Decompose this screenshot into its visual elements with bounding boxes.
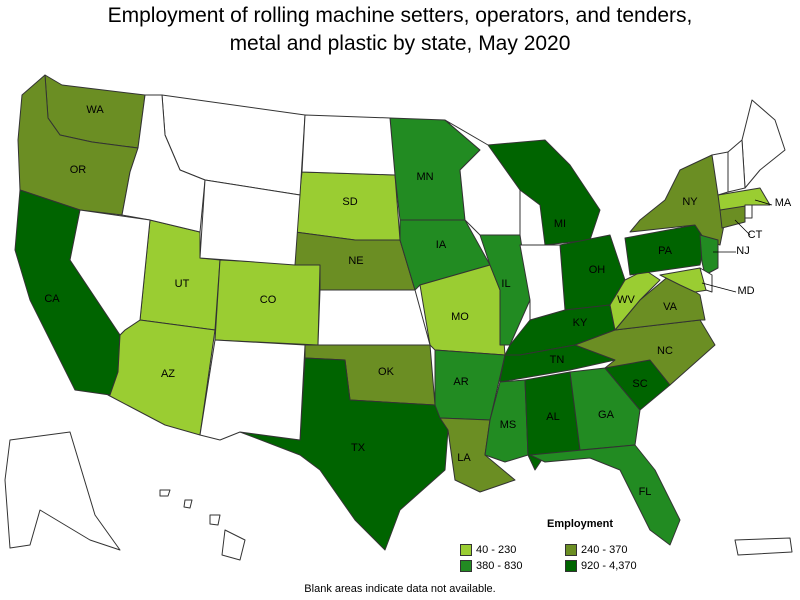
- state-fl[interactable]: [529, 444, 681, 546]
- state-label-co: CO: [260, 294, 277, 306]
- legend-label-bin-1: 40 - 230: [476, 544, 517, 556]
- state-wy[interactable]: [199, 179, 301, 266]
- state-label-mn: MN: [416, 171, 433, 183]
- state-ks[interactable]: [317, 289, 431, 346]
- state-label-pa: PA: [658, 245, 673, 257]
- state-label-mo: MO: [451, 311, 469, 323]
- state-label-ut: UT: [175, 278, 190, 290]
- state-hi[interactable]: [159, 489, 246, 561]
- state-label-ca: CA: [44, 293, 60, 305]
- state-label-tx: TX: [351, 442, 366, 454]
- leader-line-4: [754, 199, 773, 206]
- state-label-ny: NY: [682, 196, 698, 208]
- state-ma[interactable]: [717, 187, 771, 211]
- state-ak[interactable]: [4, 431, 121, 551]
- state-label-or: OR: [70, 164, 87, 176]
- state-nm[interactable]: [199, 339, 306, 441]
- state-label-la: LA: [457, 452, 471, 464]
- state-label-ne: NE: [348, 255, 363, 267]
- state-ga[interactable]: [569, 367, 641, 451]
- legend-title: Employment: [546, 518, 613, 530]
- state-label-ga: GA: [598, 409, 615, 421]
- state-nj[interactable]: [699, 234, 719, 276]
- state-in[interactable]: [519, 244, 566, 321]
- state-label-va: VA: [663, 301, 678, 313]
- state-de[interactable]: [699, 267, 713, 293]
- map-title-line-1: Employment of rolling machine setters, o…: [107, 4, 693, 27]
- state-label-sc: SC: [632, 378, 647, 390]
- state-label-nc: NC: [657, 345, 673, 357]
- state-label-ma: MA: [775, 197, 792, 209]
- state-label-il: IL: [501, 278, 510, 290]
- state-ri[interactable]: [744, 204, 753, 219]
- state-label-az: AZ: [161, 368, 175, 380]
- state-wi[interactable]: [444, 119, 521, 236]
- legend-swatch-bin-3: [460, 560, 472, 572]
- state-label-md: MD: [737, 285, 754, 297]
- state-me[interactable]: [741, 99, 786, 189]
- legend-swatch-bin-4: [565, 560, 577, 572]
- us-state-map: WA OR CA UT AZ CO SD NE OK TX MN IA MO AR LA IL MI OH KY TN…: [4, 74, 793, 561]
- legend-label-bin-2: 240 - 370: [581, 544, 628, 556]
- map-title: Employment of rolling machine setters, o…: [0, 2, 800, 58]
- legend-item-bin-2: 240 - 370: [565, 544, 670, 556]
- legend-label-bin-3: 380 - 830: [476, 560, 523, 572]
- legend-swatch-bin-2: [565, 544, 577, 556]
- state-nh[interactable]: [727, 139, 746, 193]
- legend-item-bin-3: 380 - 830: [460, 560, 565, 572]
- state-pr[interactable]: [734, 537, 793, 556]
- state-label-ia: IA: [436, 239, 447, 251]
- state-label-mi: MI: [554, 218, 566, 230]
- legend: Employment 40 - 230 240 - 370 380 - 830 …: [460, 518, 670, 572]
- legend-item-bin-4: 920 - 4,370: [565, 560, 670, 572]
- state-label-fl: FL: [639, 486, 652, 498]
- state-ny[interactable]: [629, 154, 726, 246]
- state-label-ms: MS: [500, 419, 517, 431]
- state-label-wv: WV: [617, 294, 635, 306]
- legend-label-bin-4: 920 - 4,370: [581, 560, 637, 572]
- leader-line-3: [734, 219, 751, 236]
- legend-swatch-bin-1: [460, 544, 472, 556]
- state-label-ar: AR: [453, 376, 468, 388]
- state-label-ok: OK: [378, 366, 395, 378]
- state-label-tn: TN: [550, 354, 565, 366]
- state-label-oh: OH: [589, 264, 606, 276]
- state-nd[interactable]: [301, 114, 396, 176]
- footnote: Blank areas indicate data not available.: [304, 583, 496, 595]
- map-title-line-2: metal and plastic by state, May 2020: [229, 32, 571, 55]
- state-nv[interactable]: [69, 209, 151, 336]
- state-label-wa: WA: [86, 104, 104, 116]
- state-label-al: AL: [546, 411, 559, 423]
- state-tx[interactable]: [239, 357, 449, 551]
- state-label-ky: KY: [573, 317, 588, 329]
- state-label-ct: CT: [748, 229, 763, 241]
- leader-line-2: [701, 282, 737, 293]
- state-vt[interactable]: [711, 151, 729, 196]
- state-id[interactable]: [121, 94, 206, 233]
- state-md[interactable]: [659, 267, 709, 293]
- state-label-nj: NJ: [736, 245, 749, 257]
- state-label-sd: SD: [342, 196, 357, 208]
- legend-item-bin-1: 40 - 230: [460, 544, 565, 556]
- state-wv[interactable]: [609, 269, 661, 331]
